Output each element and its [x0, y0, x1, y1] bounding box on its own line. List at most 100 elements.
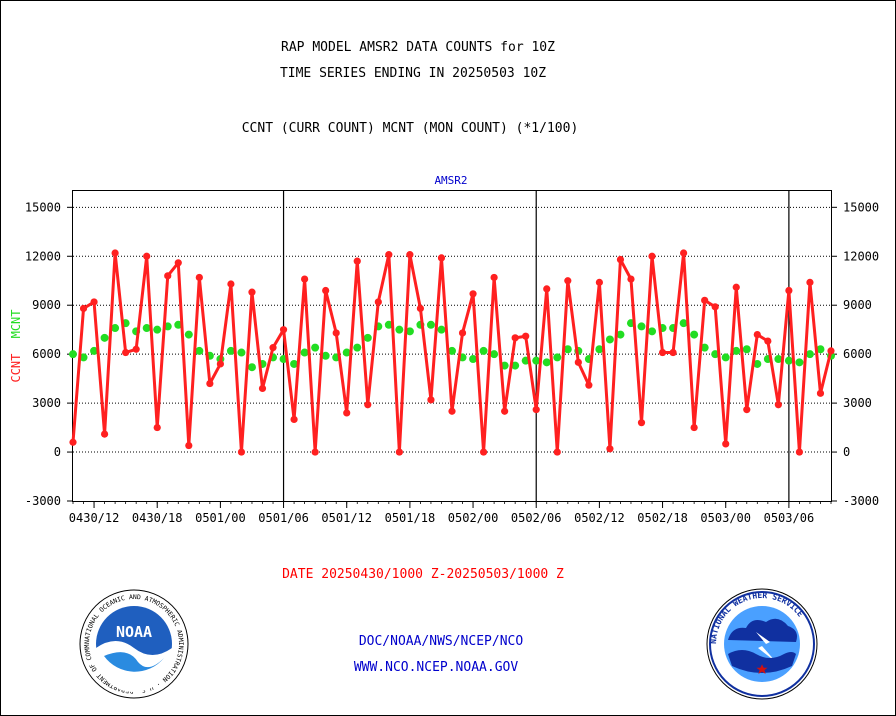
data-point-ccnt: [185, 441, 193, 450]
data-point-mcnt: [795, 358, 804, 367]
data-point-ccnt: [79, 304, 88, 313]
data-point-mcnt: [384, 320, 393, 329]
data-point-ccnt: [711, 303, 719, 311]
y-tick-label-left: 15000: [25, 200, 61, 214]
data-point-ccnt: [395, 448, 403, 456]
data-point-ccnt: [543, 285, 551, 293]
data-point-ccnt: [122, 348, 130, 357]
y-tick-label-left: 9000: [32, 298, 61, 312]
data-point-ccnt: [732, 283, 740, 291]
data-point-ccnt: [322, 286, 330, 295]
data-point-mcnt: [479, 346, 488, 355]
data-point-ccnt: [795, 448, 804, 456]
data-point-mcnt: [195, 346, 204, 355]
noaa-text: NOAA: [116, 623, 152, 641]
y-axis-left: -3000 0 3000 6000 9000 12000 15000: [25, 200, 73, 508]
data-point-ccnt: [501, 407, 509, 415]
data-point-mcnt: [616, 330, 625, 339]
data-point-mcnt: [69, 350, 77, 359]
data-point-ccnt: [595, 278, 603, 286]
data-point-mcnt: [816, 345, 825, 354]
title-line2: TIME SERIES ENDING IN 20250503 10Z: [280, 66, 546, 81]
data-point-mcnt: [100, 333, 109, 342]
data-point-ccnt: [132, 345, 140, 353]
data-point-mcnt: [90, 346, 99, 355]
panel-title: AMSR2: [434, 174, 467, 187]
x-tick-label: 0501/00: [195, 511, 246, 525]
y-tick-label-right: 3000: [843, 396, 872, 410]
x-tick-label: 0501/12: [321, 511, 372, 525]
data-point-ccnt: [279, 326, 288, 334]
data-point-ccnt: [174, 259, 182, 267]
data-point-ccnt: [458, 329, 467, 337]
data-point-ccnt: [448, 407, 456, 415]
data-point-mcnt: [774, 355, 783, 364]
data-point-mcnt: [247, 363, 256, 372]
data-point-ccnt: [627, 275, 635, 283]
data-point-mcnt: [679, 319, 688, 328]
title-line3: CCNT (CURR COUNT) MCNT (MON COUNT) (*1/1…: [242, 121, 579, 136]
data-point-ccnt: [290, 415, 298, 424]
data-point-ccnt: [616, 255, 625, 264]
data-point-ccnt: [532, 406, 540, 414]
svg-text:CCNT MCNT: CCNT MCNT: [9, 309, 23, 382]
data-point-ccnt: [195, 273, 203, 282]
y-tick-label-left: 3000: [32, 396, 61, 410]
y-tick-label-right: 12000: [843, 249, 879, 263]
data-point-ccnt: [753, 330, 761, 339]
data-point-ccnt: [690, 423, 698, 432]
data-point-mcnt: [490, 350, 499, 359]
data-point-ccnt: [90, 298, 98, 306]
data-point-ccnt: [553, 448, 561, 456]
data-point-mcnt: [469, 355, 478, 364]
x-tick-label: 0502/06: [511, 511, 562, 525]
data-point-mcnt: [805, 350, 814, 359]
data-point-ccnt: [164, 272, 172, 280]
data-point-ccnt: [648, 252, 656, 260]
data-point-mcnt: [142, 324, 151, 333]
data-point-ccnt: [343, 409, 351, 417]
data-point-ccnt: [269, 344, 277, 352]
data-point-mcnt: [311, 343, 320, 352]
title-line1: RAP MODEL AMSR2 DATA COUNTS for 10Z: [281, 40, 555, 55]
series-group: [69, 249, 835, 456]
data-point-ccnt: [364, 401, 372, 409]
data-point-ccnt: [311, 448, 319, 456]
data-point-ccnt: [469, 290, 477, 298]
nws-logo-icon: NATIONAL WEATHER SERVICE: [706, 588, 818, 700]
x-axis: 0430/12 0430/18 0501/00 0501/06 0501/12 0501/…: [69, 501, 832, 525]
data-point-mcnt: [342, 348, 351, 357]
data-point-ccnt: [816, 389, 825, 397]
data-point-mcnt: [363, 333, 372, 342]
y-tick-label-right: 6000: [843, 347, 872, 361]
data-point-mcnt: [353, 343, 362, 352]
data-point-ccnt: [658, 348, 667, 357]
data-point-mcnt: [784, 356, 793, 365]
data-point-ccnt: [511, 334, 519, 342]
data-point-mcnt: [721, 353, 730, 362]
data-point-ccnt: [332, 329, 340, 337]
data-point-mcnt: [563, 345, 572, 354]
data-point-mcnt: [448, 346, 456, 355]
y-tick-label-left: 6000: [32, 347, 61, 361]
data-point-mcnt: [511, 361, 520, 370]
data-point-ccnt: [248, 288, 256, 296]
data-point-mcnt: [637, 322, 646, 331]
data-point-mcnt: [553, 353, 562, 362]
data-point-ccnt: [258, 384, 267, 393]
data-point-mcnt: [605, 335, 614, 344]
data-point-ccnt: [385, 251, 393, 259]
x-tick-label: 0430/18: [132, 511, 183, 525]
data-point-ccnt: [406, 251, 414, 259]
data-point-ccnt: [701, 296, 709, 304]
data-point-ccnt: [374, 298, 382, 306]
x-tick-label: 0503/06: [764, 511, 815, 525]
data-point-ccnt: [437, 254, 446, 262]
data-point-mcnt: [405, 327, 414, 336]
y-tick-label-right: 15000: [843, 200, 879, 214]
y-label-mcnt: MCNT: [9, 309, 23, 338]
data-point-mcnt: [532, 356, 541, 365]
data-point-ccnt: [606, 445, 614, 453]
data-point-ccnt: [585, 381, 593, 389]
